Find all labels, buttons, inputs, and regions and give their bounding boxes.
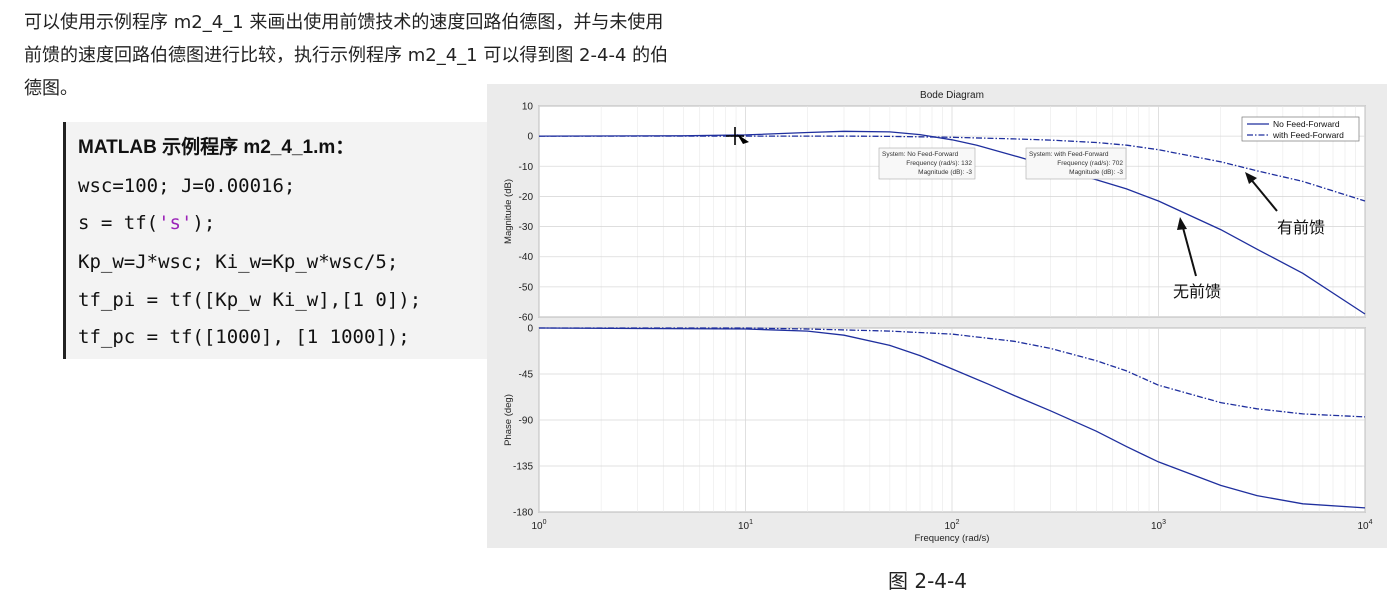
datatip-frequency: Frequency (rad/s): 702 — [1057, 160, 1123, 167]
code-line: tf_pi = tf([Kp_w Ki_w],[1 0]); — [78, 289, 422, 311]
datatip-magnitude: Magnitude (dB): -3 — [1069, 169, 1123, 176]
y-tick-label: -30 — [519, 222, 534, 233]
y-tick-label: -180 — [513, 508, 533, 519]
move-cursor-icon — [726, 127, 744, 145]
code-text: ); — [192, 212, 216, 234]
paragraph-line: 可以使用示例程序 m2_4_1 来画出使用前馈技术的速度回路伯德图，并与未使用 — [24, 12, 664, 33]
intro-paragraph: 可以使用示例程序 m2_4_1 来画出使用前馈技术的速度回路伯德图，并与未使用 … — [24, 6, 784, 105]
datatip-system: System: No Feed-Forward — [882, 151, 959, 158]
y-tick-label: -40 — [519, 252, 534, 263]
code-line: tf_pc = tf([1000], [1 1000]); — [78, 326, 410, 348]
code-line: Kp_w=J*wsc; Ki_w=Kp_w*wsc/5; — [78, 251, 399, 273]
y-tick-label: -45 — [519, 370, 534, 381]
datatip-box — [1025, 147, 1127, 180]
annotation-arrow-with-ff — [1248, 176, 1278, 212]
y-tick-label: 0 — [527, 132, 533, 143]
datatip-system: System: with Feed-Forward — [1029, 151, 1109, 158]
code-title: MATLAB 示例程序 m2_4_1.m： — [78, 137, 355, 158]
x-axis-label: Frequency (rad/s) — [915, 533, 990, 544]
paragraph-line: 德图。 — [24, 78, 78, 99]
x-tick-label: 103 — [1151, 519, 1166, 532]
x-tick-label: 104 — [1357, 519, 1372, 532]
legend-box — [1241, 116, 1360, 142]
bode-plot: Bode Diagram100-10-20-30-40-50-60Magnitu… — [503, 90, 1373, 544]
phase-series-with-feed-forward — [539, 327, 1366, 418]
code-text: s = tf( — [78, 212, 159, 234]
y-tick-label: -20 — [519, 192, 534, 203]
datatip-box — [878, 147, 976, 180]
legend-label: No Feed-Forward — [1273, 119, 1340, 129]
magnitude-series-with-feed-forward — [539, 135, 1366, 202]
code-line: s = tf('s'); — [78, 212, 215, 234]
magnitude-ylabel: Magnitude (dB) — [503, 179, 514, 244]
paragraph-line: 前馈的速度回路伯德图进行比较，执行示例程序 m2_4_1 可以得到图 2-4-4… — [24, 45, 669, 66]
y-tick-label: 10 — [522, 102, 534, 113]
arrowhead — [1245, 172, 1257, 184]
code-string: 's' — [158, 212, 193, 234]
datatip-magnitude: Magnitude (dB): -3 — [918, 169, 972, 176]
y-tick-label: -90 — [519, 416, 534, 427]
y-tick-label: 0 — [527, 324, 533, 335]
y-tick-label: -60 — [519, 313, 534, 324]
legend-label: with Feed-Forward — [1272, 130, 1344, 140]
arrowhead — [1177, 217, 1187, 230]
figure-caption: 图 2-4-4 — [888, 569, 967, 593]
x-tick-label: 100 — [531, 519, 546, 532]
pointer-cursor-icon — [737, 134, 749, 144]
datatip-frequency: Frequency (rad/s): 132 — [906, 160, 972, 167]
code-line: wsc=100; J=0.00016; — [78, 175, 296, 197]
x-tick-label: 102 — [944, 519, 959, 532]
magnitude-series-no-feed-forward — [538, 130, 1366, 315]
annotation-no-ff: 无前馈 — [1173, 282, 1221, 301]
x-tick-label: 101 — [738, 519, 753, 532]
bode-figure: Bode Diagram 10 0 -10 -20 -30 -40 -50 -60 Magnitu… — [487, 84, 1387, 548]
phase-ylabel: Phase (deg) — [503, 394, 514, 446]
code-block: MATLAB 示例程序 m2_4_1.m： wsc=100; J=0.00016… — [63, 122, 490, 359]
y-tick-label: -50 — [519, 282, 534, 293]
y-tick-label: -10 — [519, 162, 534, 173]
annotation-with-ff: 有前馈 — [1277, 218, 1325, 237]
annotation-arrow-no-ff — [1181, 223, 1197, 277]
phase-series-no-feed-forward — [538, 327, 1366, 509]
chart-title: Bode Diagram — [920, 90, 984, 101]
y-tick-label: -135 — [513, 462, 533, 473]
